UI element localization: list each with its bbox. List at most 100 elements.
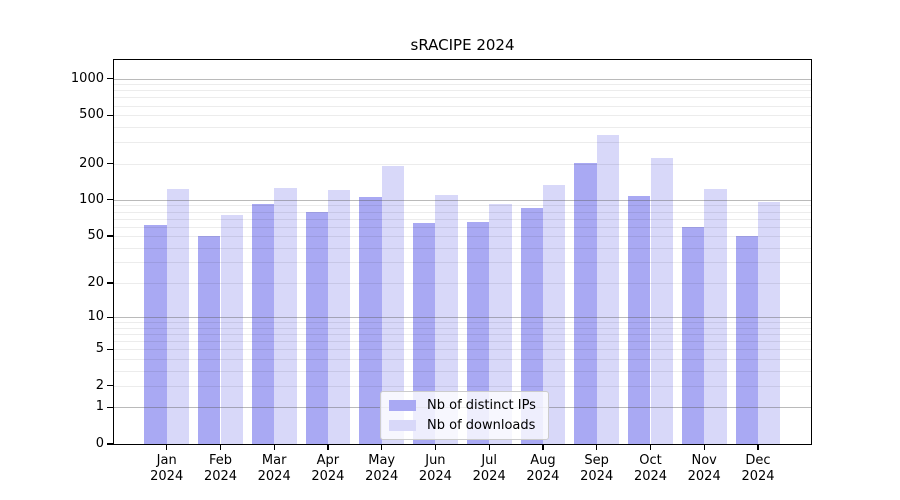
minor-gridline bbox=[114, 226, 811, 228]
bar-distinct-ips bbox=[574, 162, 597, 444]
major-gridline bbox=[114, 317, 811, 319]
bar-downloads bbox=[596, 135, 620, 444]
y-tick-mark bbox=[107, 114, 113, 116]
major-gridline bbox=[114, 199, 811, 201]
bar-distinct-ips bbox=[251, 204, 275, 444]
minor-gridline bbox=[114, 247, 811, 249]
bar-distinct-ips bbox=[628, 195, 651, 444]
y-tick-mark bbox=[107, 162, 113, 165]
y-tick-label: 2 bbox=[95, 377, 104, 393]
y-tick-mark bbox=[107, 77, 113, 80]
minor-gridline bbox=[114, 126, 811, 128]
legend: Nb of distinct IPs Nb of downloads bbox=[380, 391, 549, 440]
minor-gridline bbox=[114, 97, 811, 99]
x-tick-mark bbox=[434, 445, 437, 450]
minor-gridline bbox=[114, 334, 811, 335]
bar-downloads bbox=[220, 214, 243, 444]
legend-item-downloads: Nb of downloads bbox=[389, 418, 536, 433]
bar-downloads bbox=[381, 166, 405, 444]
minor-gridline bbox=[114, 142, 811, 144]
bar-downloads bbox=[650, 158, 673, 444]
bar-distinct-ips bbox=[198, 236, 221, 444]
legend-item-distinct-ips: Nb of distinct IPs bbox=[389, 398, 536, 413]
y-tick-mark bbox=[107, 348, 113, 350]
y-tick-mark bbox=[107, 199, 113, 201]
minor-gridline bbox=[114, 211, 811, 213]
minor-gridline bbox=[114, 341, 811, 343]
x-tick-label: Feb 2024 bbox=[203, 453, 238, 484]
x-tick-mark bbox=[703, 445, 705, 450]
x-tick-label: Sep 2024 bbox=[580, 453, 614, 484]
bar-downloads bbox=[704, 188, 727, 444]
x-tick-label: Jun 2024 bbox=[418, 453, 452, 484]
major-gridline bbox=[114, 78, 811, 80]
bar-downloads bbox=[542, 184, 566, 444]
y-tick-mark bbox=[107, 385, 113, 387]
x-tick-mark bbox=[757, 445, 759, 450]
x-tick-label: Dec 2024 bbox=[741, 453, 775, 484]
minor-gridline bbox=[114, 163, 811, 165]
y-tick-label: 1 bbox=[95, 399, 104, 415]
bar-downloads bbox=[489, 203, 512, 444]
x-tick-mark bbox=[649, 445, 652, 450]
bar-distinct-ips bbox=[681, 226, 705, 444]
y-tick-mark bbox=[107, 406, 113, 408]
x-tick-mark bbox=[219, 445, 222, 450]
minor-gridline bbox=[114, 84, 811, 86]
legend-label-downloads: Nb of downloads bbox=[427, 418, 536, 433]
minor-gridline bbox=[114, 327, 811, 329]
x-tick-label: Oct 2024 bbox=[633, 453, 668, 484]
x-tick-label: Apr 2024 bbox=[311, 453, 345, 484]
bar-distinct-ips bbox=[413, 223, 436, 444]
minor-gridline bbox=[114, 262, 811, 264]
x-tick-mark bbox=[381, 445, 383, 450]
x-tick-label: Jan 2024 bbox=[150, 453, 184, 484]
y-tick-mark bbox=[107, 443, 113, 445]
y-tick-label: 0 bbox=[95, 436, 104, 451]
minor-gridline bbox=[114, 218, 811, 220]
bar-downloads bbox=[435, 194, 458, 444]
x-tick-label: May 2024 bbox=[365, 453, 399, 484]
x-tick-label: Jul 2024 bbox=[472, 453, 506, 484]
y-tick-label: 200 bbox=[79, 155, 104, 171]
minor-gridline bbox=[114, 370, 811, 372]
bar-distinct-ips bbox=[466, 221, 490, 444]
x-tick-label: Aug 2024 bbox=[526, 453, 560, 484]
bar-downloads bbox=[166, 189, 190, 444]
bar-distinct-ips bbox=[305, 211, 328, 444]
minor-gridline bbox=[114, 358, 811, 360]
y-tick-label: 20 bbox=[87, 274, 104, 290]
bar-downloads bbox=[758, 202, 781, 444]
minor-gridline bbox=[114, 322, 811, 324]
bar-distinct-ips bbox=[144, 224, 167, 444]
bar-downloads bbox=[274, 187, 297, 444]
minor-gridline bbox=[114, 385, 811, 387]
x-tick-mark bbox=[273, 445, 275, 450]
minor-gridline bbox=[114, 236, 811, 237]
minor-gridline bbox=[114, 349, 811, 351]
legend-label-distinct-ips: Nb of distinct IPs bbox=[427, 398, 536, 413]
y-tick-label: 1000 bbox=[70, 70, 104, 86]
x-tick-label: Nov 2024 bbox=[687, 453, 721, 484]
x-tick-mark bbox=[166, 445, 168, 450]
y-tick-mark bbox=[107, 282, 113, 284]
x-tick-mark bbox=[327, 445, 329, 450]
chart-title: sRACIPE 2024 bbox=[410, 36, 515, 54]
x-tick-mark bbox=[596, 445, 598, 450]
y-tick-label: 5 bbox=[95, 341, 104, 357]
bar-distinct-ips bbox=[735, 236, 758, 444]
minor-gridline bbox=[114, 282, 811, 284]
x-tick-label: Mar 2024 bbox=[257, 453, 291, 484]
x-tick-mark bbox=[542, 445, 544, 450]
y-tick-label: 500 bbox=[79, 107, 104, 123]
y-tick-mark bbox=[107, 235, 113, 237]
legend-swatch-distinct-ips bbox=[389, 400, 416, 411]
bar-distinct-ips bbox=[520, 208, 543, 444]
minor-gridline bbox=[114, 115, 811, 117]
legend-swatch-downloads bbox=[389, 420, 416, 431]
plot-area: 0 1 2 5 10 20 50 100 200 500 1000 Jan 2024 Feb 2024 Mar… bbox=[71, 59, 812, 484]
bar-distinct-ips bbox=[359, 196, 382, 444]
bar-downloads bbox=[327, 190, 351, 444]
y-tick-label: 50 bbox=[87, 228, 104, 243]
